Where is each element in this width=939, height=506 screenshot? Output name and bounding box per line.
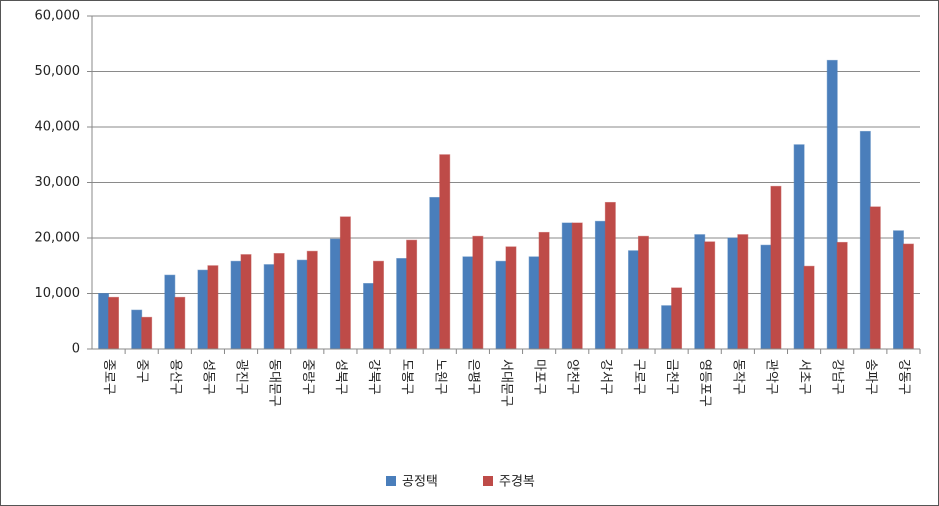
bar (98, 293, 110, 350)
bar (836, 241, 848, 350)
bar (902, 243, 914, 350)
bar (803, 265, 815, 350)
x-tick-label: 광진구 (234, 359, 249, 395)
y-tick-label: 50,000 (35, 64, 81, 79)
bar (737, 234, 749, 350)
bar (108, 296, 119, 350)
bar (869, 206, 881, 350)
bar (594, 220, 606, 350)
bar (893, 230, 904, 350)
x-tick-label: 중구 (134, 359, 149, 383)
bar (528, 256, 540, 350)
bar (273, 253, 285, 350)
bar (760, 244, 772, 350)
bar (429, 196, 441, 350)
bar (462, 256, 474, 350)
y-tick-label: 20,000 (35, 231, 81, 246)
bar (495, 260, 507, 350)
y-tick-label: 60,000 (35, 9, 81, 24)
bar (306, 250, 318, 350)
y-tick-label: 40,000 (35, 120, 81, 135)
legend-swatch (483, 476, 493, 486)
bar (671, 287, 683, 350)
bar (141, 316, 153, 350)
bar (704, 241, 716, 350)
x-tick-label: 강북구 (366, 359, 381, 395)
bar (240, 254, 252, 350)
legend-swatch (386, 476, 396, 486)
x-tick-label: 관악구 (763, 359, 778, 395)
x-tick-label: 영등포구 (697, 359, 712, 407)
bar (329, 238, 341, 350)
x-tick-label: 중랑구 (300, 359, 315, 395)
bar (571, 222, 583, 350)
bar (230, 260, 242, 350)
bar (131, 309, 143, 350)
x-tick-label: 구로구 (631, 359, 646, 395)
x-tick-label: 양천구 (565, 359, 580, 395)
bar (770, 185, 782, 350)
x-tick-label: 강서구 (598, 359, 613, 395)
x-tick-label: 서대문구 (499, 359, 514, 407)
bar (363, 283, 375, 350)
bar (793, 144, 805, 350)
x-tick-label: 용산구 (167, 359, 182, 395)
x-tick-label: 서초구 (797, 359, 812, 395)
x-tick-label: 성북구 (333, 359, 348, 395)
bar (263, 264, 275, 350)
bar (505, 246, 517, 350)
x-tick-label: 금천구 (664, 359, 679, 395)
x-tick-label: 동작구 (730, 359, 745, 395)
bar (561, 222, 573, 350)
bar (637, 235, 649, 350)
x-tick-label: 성동구 (200, 359, 215, 395)
x-tick-label: 마포구 (532, 359, 547, 395)
legend-label: 주경복 (499, 475, 535, 490)
legend-label: 공정택 (402, 475, 438, 490)
bar (538, 231, 550, 350)
x-tick-label: 도봉구 (399, 359, 414, 395)
bar (373, 260, 384, 350)
bar (197, 269, 209, 350)
x-tick-label: 강남구 (830, 359, 845, 395)
y-tick-label: 0 (72, 342, 80, 357)
x-tick-label: 노원구 (432, 359, 447, 395)
bar (207, 265, 219, 350)
bar (406, 239, 418, 350)
bar (339, 216, 351, 350)
bar (174, 296, 186, 350)
bar (727, 237, 739, 350)
bar (296, 259, 308, 350)
x-tick-label: 강동구 (896, 359, 911, 395)
bar (396, 258, 408, 350)
x-tick-label: 동대문구 (267, 359, 282, 407)
bar (472, 235, 484, 350)
bar (826, 59, 838, 350)
y-tick-label: 10,000 (35, 286, 81, 301)
bar (661, 305, 673, 350)
bar (628, 250, 639, 350)
bar (164, 274, 176, 350)
bar (859, 130, 871, 350)
bar (439, 154, 451, 350)
bar (694, 234, 706, 350)
x-tick-label: 송파구 (863, 359, 878, 395)
y-tick-label: 30,000 (35, 175, 81, 190)
bar (604, 201, 616, 350)
x-tick-label: 종로구 (101, 359, 116, 395)
x-tick-label: 은평구 (465, 359, 480, 395)
